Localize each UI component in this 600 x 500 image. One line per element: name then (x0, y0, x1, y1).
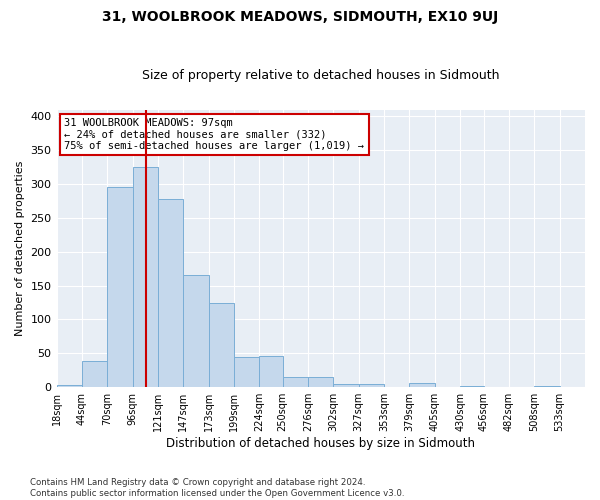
Bar (259, 356, 283, 387)
Bar (334, 384, 359, 387)
Bar (133, 167, 158, 387)
Text: Contains HM Land Registry data © Crown copyright and database right 2024.
Contai: Contains HM Land Registry data © Crown c… (30, 478, 404, 498)
Title: Size of property relative to detached houses in Sidmouth: Size of property relative to detached ho… (142, 69, 500, 82)
Bar (534, 386, 560, 387)
Bar (460, 386, 484, 387)
Bar (107, 188, 133, 387)
Bar (283, 377, 308, 387)
Text: 31, WOOLBROOK MEADOWS, SIDMOUTH, EX10 9UJ: 31, WOOLBROOK MEADOWS, SIDMOUTH, EX10 9U… (102, 10, 498, 24)
Bar (183, 276, 209, 387)
Bar (82, 362, 107, 387)
Bar (158, 199, 183, 387)
Bar (209, 303, 234, 387)
Text: 31 WOOLBROOK MEADOWS: 97sqm
← 24% of detached houses are smaller (332)
75% of se: 31 WOOLBROOK MEADOWS: 97sqm ← 24% of det… (64, 118, 364, 151)
Bar (359, 384, 384, 387)
Bar (234, 358, 259, 387)
Bar (56, 385, 82, 387)
Bar (409, 383, 435, 387)
X-axis label: Distribution of detached houses by size in Sidmouth: Distribution of detached houses by size … (166, 437, 475, 450)
Y-axis label: Number of detached properties: Number of detached properties (15, 160, 25, 336)
Bar (308, 377, 334, 387)
